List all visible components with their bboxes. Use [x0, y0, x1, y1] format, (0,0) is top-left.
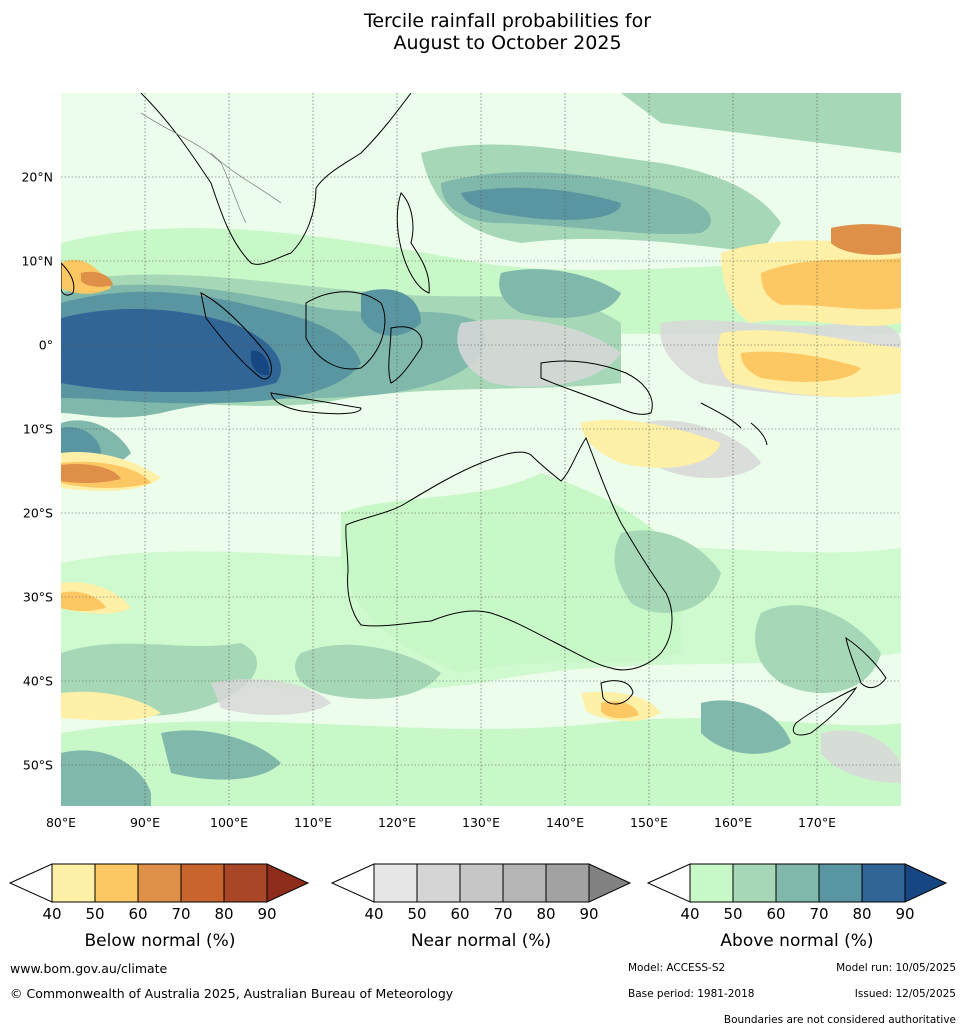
lon-label-160e: 160°E [713, 815, 753, 830]
near-swatch-60 [460, 864, 503, 902]
near-extend-high [588, 863, 632, 903]
indochina-coast [140, 93, 412, 265]
below-swatch-60 [138, 864, 181, 902]
base-period: Base period: 1981-2018 [628, 988, 755, 1000]
above-normal-title: Above normal (%) [720, 931, 874, 951]
colorbar-near-normal [330, 863, 632, 903]
below-tick-50: 50 [85, 905, 105, 923]
lat-label-10s: 10°S [22, 421, 53, 437]
above-tick-40: 40 [680, 905, 700, 923]
near-tick-90: 90 [579, 905, 599, 923]
above-swatch-50 [733, 864, 776, 902]
above-extend-high [904, 863, 948, 903]
above-tick-50: 50 [723, 905, 743, 923]
title-line-1: Tercile rainfall probabilities for [363, 10, 652, 32]
website-link[interactable]: www.bom.gov.au/climate [10, 961, 168, 976]
near-normal-title: Near normal (%) [410, 931, 552, 951]
above-normal-90-regions [251, 350, 270, 376]
lat-label-0: 0° [38, 337, 53, 353]
near-tick-80: 80 [536, 905, 556, 923]
solomon-islands-coast [700, 402, 768, 446]
near-tick-40: 40 [364, 905, 384, 923]
australia-coast [345, 436, 673, 671]
lon-label-170e: 170°E [797, 815, 837, 830]
below-tick-70: 70 [171, 905, 191, 923]
lon-label-130e: 130°E [461, 815, 501, 830]
lon-label-150e: 150°E [629, 815, 669, 830]
colorbar-below-normal [8, 863, 310, 903]
below-tick-90: 90 [257, 905, 277, 923]
above-swatch-40 [690, 864, 733, 902]
lon-label-140e: 140°E [545, 815, 585, 830]
near-tick-70: 70 [493, 905, 513, 923]
near-tick-60: 60 [450, 905, 470, 923]
below-swatch-50 [95, 864, 138, 902]
copyright-text: © Commonwealth of Australia 2025, Austra… [10, 986, 454, 1001]
lon-label-90e: 90°E [129, 815, 161, 830]
model-run-date: Model run: 10/05/2025 [836, 962, 956, 974]
model-name: Model: ACCESS-S2 [628, 962, 726, 974]
below-extend-low [8, 863, 53, 903]
lat-label-10n: 10°N [21, 253, 53, 269]
lat-label-20n: 20°N [21, 169, 53, 185]
java-coast [270, 392, 362, 415]
near-extend-low [330, 863, 375, 903]
near-swatch-40 [374, 864, 417, 902]
below-normal-60-regions [61, 224, 901, 483]
above-swatch-60 [776, 864, 819, 902]
near-tick-50: 50 [407, 905, 427, 923]
map-title: Tercile rainfall probabilities for Augus… [0, 10, 965, 54]
lon-label-120e: 120°E [377, 815, 417, 830]
philippines-coast [396, 192, 430, 294]
near-swatch-80 [546, 864, 589, 902]
near-swatch-70 [503, 864, 546, 902]
coastlines [61, 93, 887, 736]
lon-label-80e: 80°E [45, 815, 77, 830]
above-tick-70: 70 [809, 905, 829, 923]
new-zealand-coast [792, 636, 887, 736]
below-swatch-40 [52, 864, 95, 902]
india-sri-lanka-coast [61, 262, 75, 296]
lon-label-110e: 110°E [293, 815, 333, 830]
borneo-coast [305, 291, 386, 370]
lon-label-100e: 100°E [209, 815, 249, 830]
near-swatch-50 [417, 864, 460, 902]
country-boundaries [140, 112, 282, 224]
above-swatch-80 [862, 864, 905, 902]
below-tick-40: 40 [42, 905, 62, 923]
below-normal-title: Below normal (%) [84, 931, 236, 951]
title-line-2: August to October 2025 [393, 32, 622, 54]
below-swatch-80 [224, 864, 267, 902]
above-swatch-70 [819, 864, 862, 902]
issued-date: Issued: 12/05/2025 [854, 988, 956, 1000]
lat-label-40s: 40°S [22, 673, 53, 689]
tasmania-coast [600, 680, 634, 705]
sumatra-coast [200, 292, 272, 380]
lat-label-50s: 50°S [22, 757, 53, 773]
above-tick-90: 90 [895, 905, 915, 923]
new-guinea-coast [540, 360, 653, 415]
above-extend-low [646, 863, 691, 903]
above-tick-80: 80 [852, 905, 872, 923]
below-swatch-70 [181, 864, 224, 902]
sulawesi-coast [388, 326, 423, 384]
graticule [61, 93, 901, 806]
rainfall-probability-map [61, 93, 901, 806]
lat-label-20s: 20°S [22, 505, 53, 521]
above-tick-60: 60 [766, 905, 786, 923]
below-tick-60: 60 [128, 905, 148, 923]
colorbar-above-normal [646, 863, 948, 903]
lat-label-30s: 30°S [22, 589, 53, 605]
below-extend-high [266, 863, 310, 903]
boundaries-disclaimer: Boundaries are not considered authoritat… [723, 1014, 956, 1026]
below-tick-80: 80 [214, 905, 234, 923]
